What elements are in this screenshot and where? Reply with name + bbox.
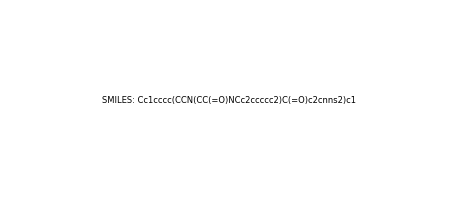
Text: SMILES: Cc1cccc(CCN(CC(=O)NCc2ccccc2)C(=O)c2cnns2)c1: SMILES: Cc1cccc(CCN(CC(=O)NCc2ccccc2)C(=…	[102, 97, 356, 105]
